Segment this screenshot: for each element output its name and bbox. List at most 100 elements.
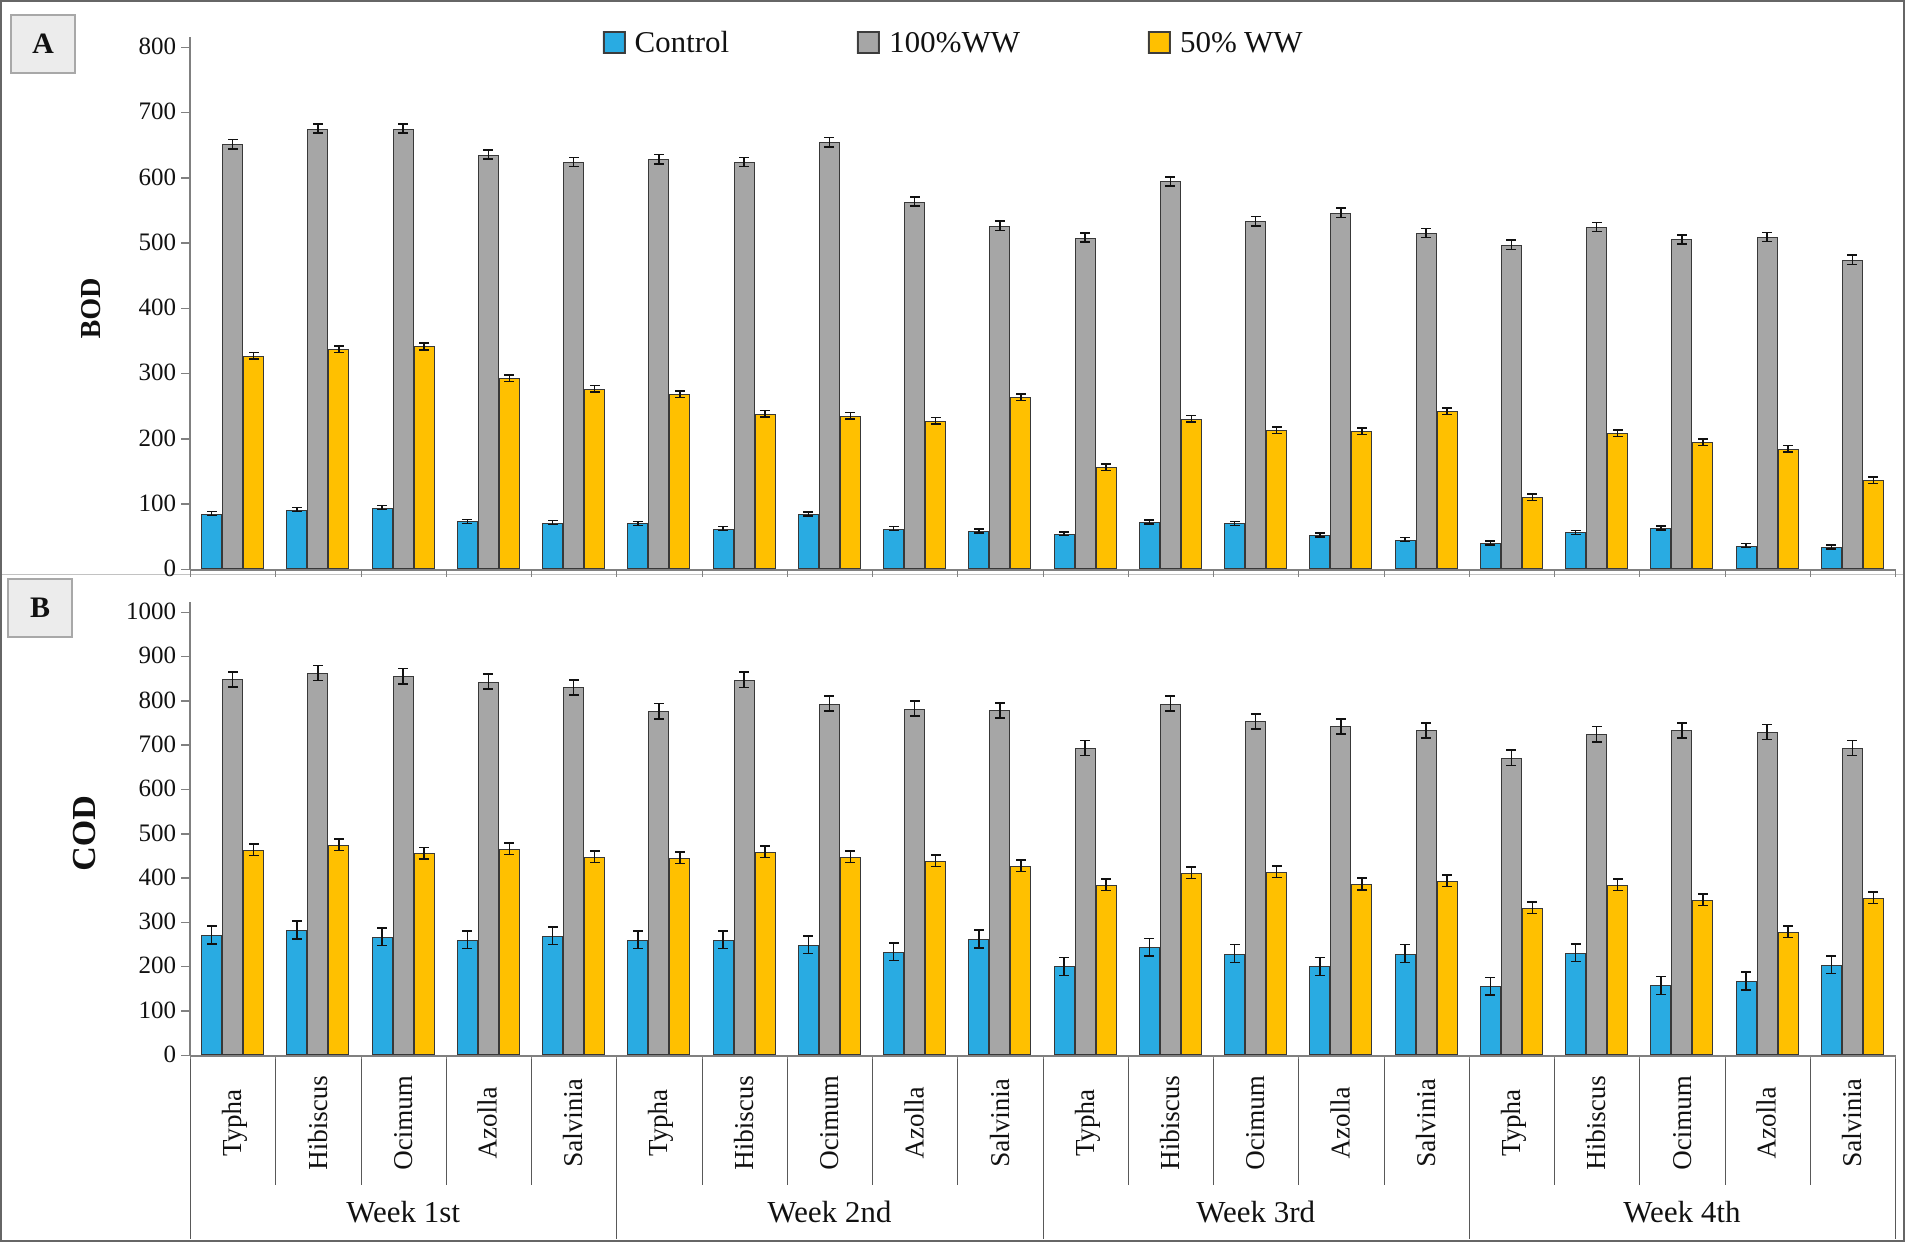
bar-100ww xyxy=(1671,239,1693,569)
error-bar-cap xyxy=(1101,878,1112,880)
y-tick-label: 500 xyxy=(138,228,177,256)
x-tick xyxy=(786,569,788,577)
error-bar-line xyxy=(1766,724,1768,740)
error-bar-line xyxy=(1340,208,1342,218)
error-bar-cap xyxy=(1783,444,1794,447)
bar-100ww xyxy=(222,144,244,569)
error-bar-cap xyxy=(227,671,238,673)
error-bar-cap xyxy=(632,520,643,523)
bar-100ww xyxy=(477,154,499,569)
error-bar-cap xyxy=(1741,989,1752,991)
error-bar-cap xyxy=(568,694,579,696)
error-bar-line xyxy=(1681,722,1683,738)
error-bar-cap xyxy=(483,149,494,151)
error-bar-cap xyxy=(547,943,558,946)
error-bar-cap xyxy=(930,416,941,419)
error-bar-line xyxy=(1404,537,1406,542)
error-bar-line xyxy=(1702,894,1704,906)
error-bar-cap xyxy=(333,838,344,840)
error-bar-cap xyxy=(1080,232,1091,234)
error-bar-cap xyxy=(1570,529,1581,532)
bar-control xyxy=(201,513,223,569)
error-bar-cap xyxy=(568,679,579,681)
error-bar-cap xyxy=(1015,399,1026,402)
error-bar-cap xyxy=(1826,955,1837,957)
error-bar-cap xyxy=(547,926,558,928)
error-bar-line xyxy=(1660,976,1662,995)
y-tick-label: 0 xyxy=(163,555,177,582)
error-bar-line xyxy=(679,390,681,398)
error-bar-line xyxy=(572,157,575,167)
bar-100ww xyxy=(1671,730,1693,1055)
error-bar-cap xyxy=(1442,407,1453,409)
error-bar-cap xyxy=(632,930,643,932)
error-bar-cap xyxy=(1314,536,1325,538)
error-bar-cap xyxy=(377,927,388,929)
error-bar-cap xyxy=(206,925,217,927)
error-bar-cap xyxy=(1612,429,1623,431)
plant-label-text: Typha xyxy=(1495,1088,1526,1156)
bar-50ww xyxy=(1180,418,1202,569)
bar-control xyxy=(1479,542,1501,569)
y-tick xyxy=(181,877,190,879)
x-axis-week-label: Week 2nd xyxy=(767,1194,892,1229)
y-tick xyxy=(181,242,190,244)
error-bar-line xyxy=(487,674,490,690)
error-bar-line xyxy=(1169,176,1172,186)
bar-100ww xyxy=(818,142,840,569)
bar-50ww xyxy=(839,415,861,569)
error-bar-line xyxy=(1319,533,1321,538)
error-bar-cap xyxy=(1400,961,1411,964)
y-tick xyxy=(181,1054,190,1056)
bar-50ww xyxy=(584,856,606,1055)
plant-separator xyxy=(1724,1059,1726,1185)
error-bar-line xyxy=(296,921,298,939)
bar-100ww xyxy=(1159,703,1181,1055)
error-bar-line xyxy=(338,345,340,353)
error-bar-cap xyxy=(718,930,729,932)
error-bar-line xyxy=(1275,426,1278,434)
ww50-swatch-icon xyxy=(1148,30,1172,54)
bar-100ww xyxy=(1841,259,1863,569)
bar-50ww xyxy=(243,849,265,1055)
error-bar-cap xyxy=(206,514,217,517)
error-bar-line xyxy=(1084,232,1086,243)
bar-control xyxy=(456,939,478,1055)
x-tick xyxy=(957,569,959,577)
error-bar-cap xyxy=(419,846,430,849)
error-bar-cap xyxy=(739,671,750,673)
bar-50ww xyxy=(328,349,350,569)
error-bar-line xyxy=(1681,234,1683,245)
error-bar-cap xyxy=(1697,438,1708,440)
error-bar-cap xyxy=(1250,225,1261,227)
bar-control xyxy=(1650,527,1672,569)
bar-100ww xyxy=(222,679,244,1055)
bar-control xyxy=(797,944,819,1055)
error-bar-cap xyxy=(760,856,771,859)
bar-control xyxy=(1053,966,1075,1055)
error-bar-line xyxy=(231,671,234,687)
error-bar-line xyxy=(1319,957,1321,976)
error-bar-cap xyxy=(760,416,771,418)
error-bar-cap xyxy=(909,196,920,198)
bar-100ww xyxy=(1415,730,1437,1055)
bar-50ww xyxy=(839,856,861,1055)
bar-100ww xyxy=(648,159,670,569)
error-bar-cap xyxy=(291,506,302,509)
y-tick-label: 200 xyxy=(138,424,177,452)
error-bar-line xyxy=(892,526,895,531)
x-tick xyxy=(1895,569,1896,577)
error-bar-cap xyxy=(568,165,579,168)
x-tick xyxy=(1554,569,1555,577)
bar-control xyxy=(712,528,734,569)
error-bar-cap xyxy=(333,351,344,354)
error-bar-line xyxy=(593,850,596,863)
error-bar-cap xyxy=(1676,737,1687,739)
error-bar-cap xyxy=(718,525,729,528)
error-bar-cap xyxy=(845,861,856,864)
bar-50ww xyxy=(1862,897,1884,1055)
bar-50ww xyxy=(1095,467,1117,569)
bar-100ww xyxy=(1330,212,1352,569)
error-bar-cap xyxy=(653,702,664,705)
bar-100ww xyxy=(1415,232,1437,569)
